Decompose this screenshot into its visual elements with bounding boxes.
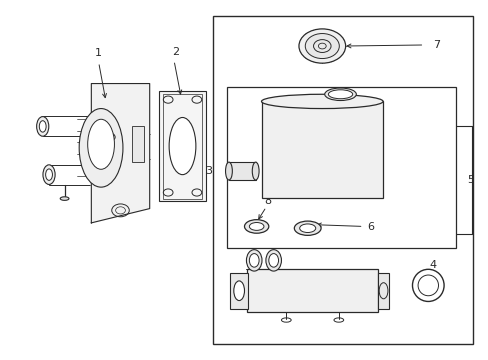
Ellipse shape	[87, 119, 114, 169]
Ellipse shape	[246, 249, 262, 271]
Ellipse shape	[328, 90, 352, 99]
Ellipse shape	[60, 197, 69, 201]
Ellipse shape	[252, 162, 259, 180]
Ellipse shape	[233, 281, 244, 301]
Ellipse shape	[37, 117, 49, 136]
Circle shape	[298, 29, 345, 63]
Text: 4: 4	[428, 260, 435, 270]
Ellipse shape	[244, 220, 268, 233]
Circle shape	[305, 33, 339, 59]
Ellipse shape	[169, 117, 196, 175]
Ellipse shape	[261, 94, 382, 109]
Text: 1: 1	[95, 48, 102, 58]
Text: 5: 5	[466, 175, 473, 185]
Ellipse shape	[39, 121, 46, 132]
Ellipse shape	[412, 269, 443, 301]
Ellipse shape	[43, 165, 55, 184]
Text: 8: 8	[264, 197, 271, 206]
Bar	[159, 91, 205, 202]
Bar	[212, 16, 472, 344]
Ellipse shape	[225, 162, 232, 180]
Ellipse shape	[299, 224, 315, 233]
Bar	[377, 273, 388, 309]
Text: 2: 2	[172, 47, 179, 57]
Text: 3: 3	[205, 166, 212, 176]
Ellipse shape	[294, 221, 321, 235]
Bar	[261, 102, 382, 198]
Bar	[131, 126, 143, 162]
Ellipse shape	[45, 169, 52, 180]
Bar	[246, 269, 377, 312]
Bar	[163, 94, 201, 199]
Polygon shape	[91, 84, 149, 223]
Ellipse shape	[249, 253, 259, 267]
Ellipse shape	[324, 88, 356, 100]
Bar	[228, 162, 255, 180]
Ellipse shape	[79, 109, 122, 187]
Ellipse shape	[268, 253, 278, 267]
Text: 6: 6	[366, 222, 374, 232]
Ellipse shape	[265, 249, 281, 271]
Ellipse shape	[249, 222, 264, 230]
Text: 7: 7	[432, 40, 439, 50]
Bar	[227, 87, 455, 248]
Bar	[229, 273, 248, 309]
